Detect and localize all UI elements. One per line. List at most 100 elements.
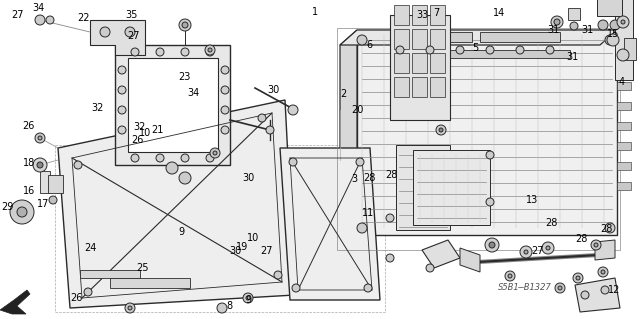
Text: 34: 34 (32, 3, 45, 13)
Circle shape (246, 296, 250, 300)
Bar (430, 5, 445, 25)
Circle shape (436, 125, 446, 135)
Circle shape (131, 48, 139, 56)
Text: 24: 24 (84, 243, 97, 253)
Bar (430, 77, 445, 97)
Text: 26: 26 (131, 135, 144, 145)
Polygon shape (340, 30, 357, 248)
Circle shape (206, 48, 214, 56)
Circle shape (182, 22, 188, 28)
Circle shape (181, 48, 189, 56)
Circle shape (221, 126, 229, 134)
Text: 27: 27 (12, 10, 24, 20)
Text: 27: 27 (127, 31, 140, 41)
Bar (412, 77, 427, 97)
Bar (615, 0, 633, 80)
Circle shape (118, 86, 126, 94)
Text: 31: 31 (581, 25, 594, 35)
Circle shape (181, 154, 189, 162)
Polygon shape (357, 30, 617, 235)
Circle shape (274, 271, 282, 279)
Circle shape (426, 46, 434, 54)
Bar (40, 171, 50, 193)
Bar (337, 28, 620, 250)
Circle shape (292, 284, 300, 292)
Text: 9: 9 (179, 227, 185, 237)
Circle shape (213, 151, 217, 155)
Bar (394, 5, 409, 25)
Circle shape (573, 273, 583, 283)
Circle shape (598, 267, 608, 277)
Polygon shape (390, 15, 450, 120)
Bar (597, 0, 622, 16)
Text: 15: 15 (607, 29, 620, 40)
Text: 23: 23 (178, 71, 191, 82)
Text: 4: 4 (619, 77, 625, 87)
Circle shape (35, 133, 45, 143)
Text: FR.: FR. (26, 300, 42, 308)
Text: 7: 7 (433, 8, 440, 19)
Polygon shape (575, 278, 620, 312)
Circle shape (558, 286, 562, 290)
Text: 29: 29 (1, 202, 14, 212)
Circle shape (357, 35, 367, 45)
Circle shape (289, 158, 297, 166)
Text: 33: 33 (416, 10, 429, 20)
Circle shape (128, 306, 132, 310)
Text: 10: 10 (138, 128, 151, 138)
Text: 28: 28 (600, 224, 613, 234)
Text: 26: 26 (70, 293, 83, 303)
Bar (624, 38, 636, 60)
Circle shape (118, 106, 126, 114)
Circle shape (35, 15, 45, 25)
Polygon shape (413, 150, 490, 225)
Circle shape (10, 200, 34, 224)
Circle shape (605, 35, 615, 45)
Text: 22: 22 (77, 12, 90, 23)
Circle shape (33, 158, 47, 172)
Circle shape (356, 158, 364, 166)
Circle shape (554, 19, 560, 25)
Circle shape (125, 303, 135, 313)
Text: 3: 3 (351, 174, 357, 184)
Circle shape (208, 48, 212, 52)
Text: 11: 11 (362, 208, 374, 218)
Circle shape (439, 128, 443, 132)
Bar (617, 182, 631, 190)
Text: 30: 30 (268, 85, 280, 95)
Bar (392, 32, 472, 42)
Bar (48, 175, 63, 193)
Text: 18: 18 (22, 158, 35, 168)
Circle shape (520, 246, 532, 258)
Circle shape (617, 16, 629, 28)
Circle shape (551, 16, 563, 28)
Text: 34: 34 (187, 88, 200, 98)
Circle shape (179, 172, 191, 184)
Text: 9: 9 (245, 295, 252, 306)
Circle shape (605, 223, 615, 233)
Bar (394, 53, 409, 73)
Circle shape (570, 22, 578, 30)
Text: 25: 25 (136, 263, 148, 273)
Circle shape (131, 154, 139, 162)
Text: 1: 1 (312, 7, 318, 17)
Circle shape (607, 34, 619, 46)
Circle shape (49, 196, 57, 204)
Circle shape (210, 148, 220, 158)
Polygon shape (460, 248, 480, 272)
Circle shape (386, 214, 394, 222)
Text: 5: 5 (472, 43, 478, 54)
Text: 31: 31 (566, 52, 579, 62)
Circle shape (258, 114, 266, 122)
Circle shape (508, 274, 512, 278)
Circle shape (598, 20, 608, 30)
Polygon shape (396, 145, 450, 230)
Text: 27: 27 (531, 246, 544, 256)
Bar (394, 77, 409, 97)
Polygon shape (58, 100, 295, 308)
Circle shape (156, 154, 164, 162)
Bar (617, 122, 631, 130)
Bar (110, 278, 190, 288)
Circle shape (37, 162, 43, 168)
Circle shape (266, 126, 274, 134)
